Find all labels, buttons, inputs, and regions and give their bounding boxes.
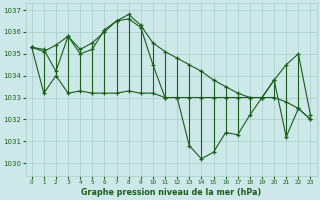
X-axis label: Graphe pression niveau de la mer (hPa): Graphe pression niveau de la mer (hPa) [81,188,261,197]
